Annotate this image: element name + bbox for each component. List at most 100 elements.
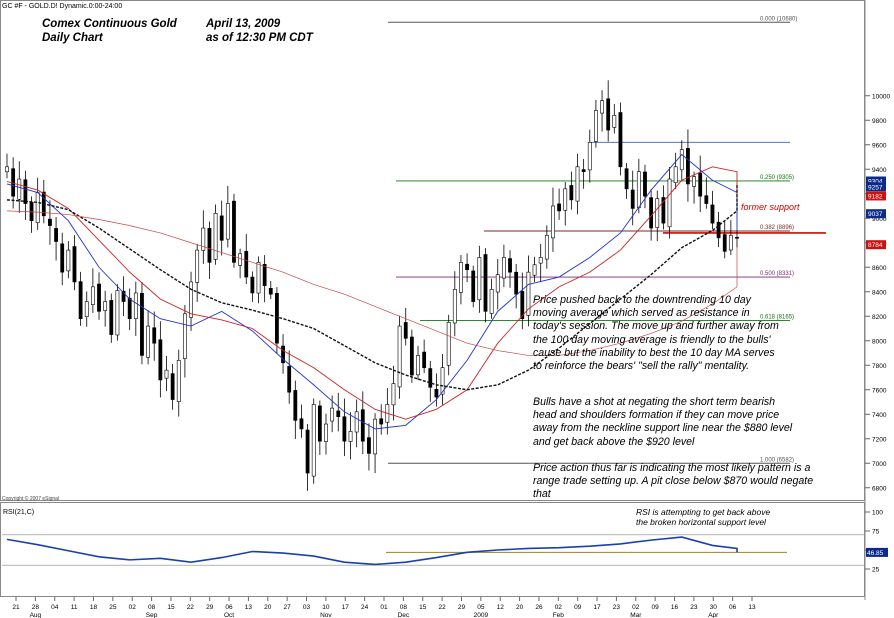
- moving-average-line: [6, 210, 738, 356]
- x-month-label: Oct: [224, 612, 234, 618]
- candle-body: [722, 234, 727, 252]
- candle-body: [495, 274, 500, 293]
- x-day-label: 02: [555, 604, 563, 611]
- fib-label: 1.000 (6582): [760, 457, 794, 463]
- x-day-label: 12: [497, 604, 505, 611]
- candle-body: [207, 227, 212, 263]
- candle-body: [354, 411, 359, 433]
- y-tick-label: 8200: [872, 314, 887, 321]
- candle-body: [483, 254, 488, 312]
- candle-body: [5, 166, 9, 173]
- x-month-label: 2009: [474, 612, 489, 618]
- x-day-label: 26: [535, 604, 543, 611]
- price-flag: [866, 240, 886, 250]
- x-day-label: 02: [129, 604, 137, 611]
- candle-body: [514, 271, 519, 295]
- candle-body: [256, 262, 261, 294]
- x-day-label: 06: [729, 604, 737, 611]
- candle-body: [489, 288, 494, 314]
- x-day-label: 15: [419, 604, 427, 611]
- candle-body: [716, 221, 721, 239]
- candle-body: [643, 171, 647, 197]
- candle-body: [170, 373, 175, 400]
- price-flag: [866, 191, 886, 201]
- x-day-label: 15: [167, 604, 175, 611]
- candle-body: [710, 204, 715, 224]
- candle-body: [587, 142, 592, 171]
- candle-body: [311, 404, 316, 477]
- candle-body: [692, 176, 696, 187]
- x-day-label: 18: [90, 604, 98, 611]
- fib-label: 0.000 (10680): [760, 16, 797, 22]
- y-tick-label: 10000: [872, 93, 890, 100]
- candle-body: [532, 264, 537, 276]
- x-month-label: Dec: [398, 612, 410, 618]
- candle-body: [379, 418, 384, 425]
- candle-body: [434, 388, 439, 398]
- x-day-label: 24: [361, 604, 369, 611]
- candle-body: [428, 368, 433, 388]
- candle-body: [330, 407, 335, 422]
- candle-body: [422, 351, 427, 369]
- candle-body: [250, 276, 255, 294]
- candle-body: [667, 178, 672, 228]
- candle-body: [287, 366, 292, 393]
- price-flag-label: 9037: [868, 211, 883, 218]
- rsi-y-tick-label: 75: [872, 529, 880, 536]
- candle-body: [72, 246, 77, 283]
- y-tick-label: 9800: [872, 118, 887, 125]
- candle-body: [195, 249, 200, 283]
- candle-body: [17, 178, 22, 200]
- date-line1: April 13, 2009: [206, 18, 281, 30]
- y-tick-label: 6800: [872, 485, 887, 492]
- candle-body: [268, 287, 273, 295]
- candle-body: [594, 110, 598, 142]
- candle-body: [176, 360, 181, 402]
- rsi-line: [6, 536, 738, 566]
- candle-body: [465, 263, 469, 270]
- candle-body: [636, 171, 641, 208]
- candle-body: [317, 405, 322, 442]
- candle-body: [409, 336, 414, 376]
- candle-body: [140, 293, 144, 356]
- candle-body: [232, 200, 236, 263]
- x-day-label: 09: [574, 604, 582, 611]
- candle-body: [673, 166, 678, 183]
- moving-average-line: [6, 166, 738, 420]
- candle-body: [293, 390, 298, 421]
- candle-body: [477, 257, 482, 301]
- candle-body: [305, 429, 310, 474]
- candle-body: [60, 243, 65, 273]
- x-month-label: Mar: [630, 612, 642, 618]
- x-day-label: 09: [652, 604, 660, 611]
- x-month-label: Feb: [553, 612, 565, 618]
- candle-body: [48, 218, 52, 226]
- y-tick-label: 8000: [872, 338, 887, 345]
- x-day-label: 06: [225, 604, 233, 611]
- candle-body: [164, 369, 169, 379]
- y-tick-label: 7800: [872, 363, 887, 370]
- candle-body: [624, 168, 629, 190]
- candle-body: [360, 409, 365, 442]
- y-tick-label: 7200: [872, 436, 887, 443]
- candle-body: [103, 301, 108, 311]
- candle-body: [471, 270, 476, 302]
- x-day-label: 13: [748, 604, 756, 611]
- rsi-value-flag: [866, 547, 888, 557]
- candle-body: [679, 149, 684, 171]
- candle-body: [557, 203, 562, 212]
- candle-body: [336, 410, 341, 418]
- candle-body: [238, 253, 243, 266]
- price-flag: [866, 209, 886, 219]
- candle-body: [704, 195, 709, 204]
- candle-body: [281, 345, 285, 364]
- x-day-label: 20: [264, 604, 272, 611]
- candle-body: [630, 189, 635, 209]
- annotation-paragraph-2: Bulls have a shot at negating the short …: [533, 396, 793, 448]
- copyright: Copyright © 2007 eSignal: [2, 496, 60, 502]
- x-day-label: 16: [671, 604, 679, 611]
- chart-title-line1: Comex Continuous Gold: [42, 18, 177, 30]
- x-day-label: 23: [690, 604, 698, 611]
